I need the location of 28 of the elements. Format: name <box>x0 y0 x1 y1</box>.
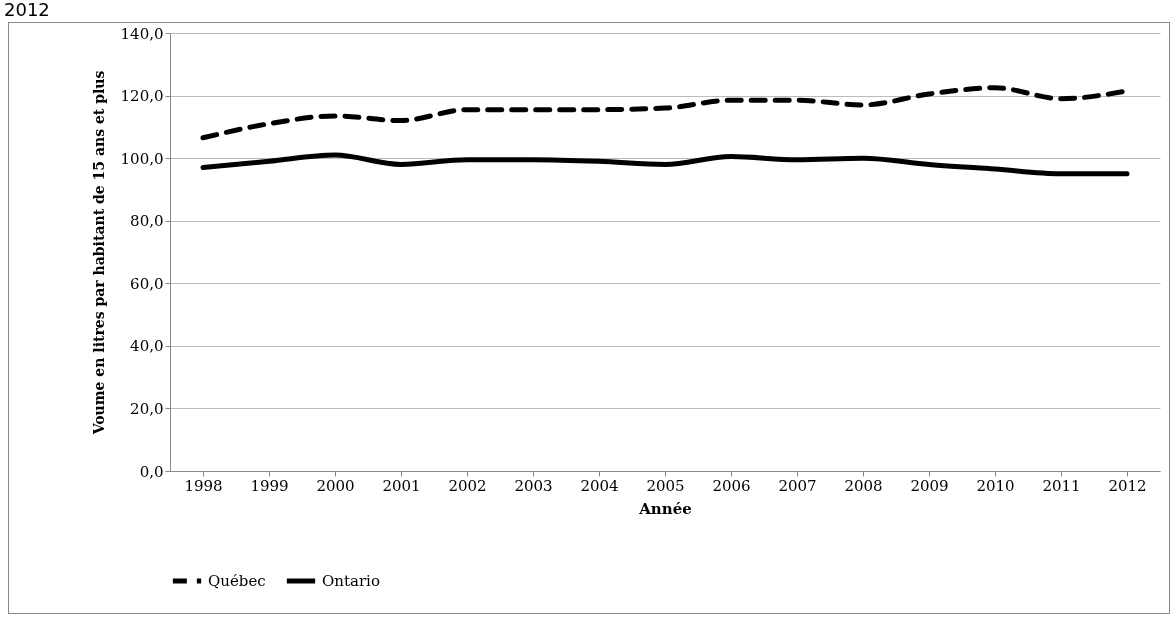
x-tick-label: 2010 <box>976 476 1015 495</box>
x-axis-title: Année <box>638 499 692 518</box>
y-tick-label: 140,0 <box>120 24 164 43</box>
x-tick-label: 1999 <box>250 476 289 495</box>
y-tick-label: 120,0 <box>120 87 164 106</box>
y-axis-title: Voume en litres par habitant de 15 ans et plus <box>90 70 107 436</box>
y-tick-label: 60,0 <box>130 274 164 293</box>
x-tick-label: 1998 <box>184 476 223 495</box>
x-tick-label: 2002 <box>448 476 487 495</box>
x-tick-label: 2003 <box>514 476 553 495</box>
y-tick-label: 0,0 <box>139 462 164 481</box>
x-tick-label: 2005 <box>646 476 685 495</box>
x-tick-label: 2001 <box>382 476 421 495</box>
chart-title: 2012 <box>4 0 50 20</box>
x-tick-label: 2006 <box>712 476 751 495</box>
y-tick-label: 80,0 <box>130 212 164 231</box>
y-tick-label: 20,0 <box>130 399 164 418</box>
x-tick-label: 2012 <box>1108 476 1147 495</box>
x-tick-label: 2011 <box>1042 476 1081 495</box>
x-tick-label: 2000 <box>316 476 355 495</box>
y-tick-label: 40,0 <box>130 337 164 356</box>
x-tick-label: 2007 <box>778 476 817 495</box>
x-tick-label: 2004 <box>580 476 619 495</box>
y-tick-label: 100,0 <box>120 149 164 168</box>
x-tick-label: 2008 <box>844 476 883 495</box>
legend-label: Québec <box>208 572 266 590</box>
x-tick-label: 2009 <box>910 476 949 495</box>
legend-label: Ontario <box>322 572 380 590</box>
